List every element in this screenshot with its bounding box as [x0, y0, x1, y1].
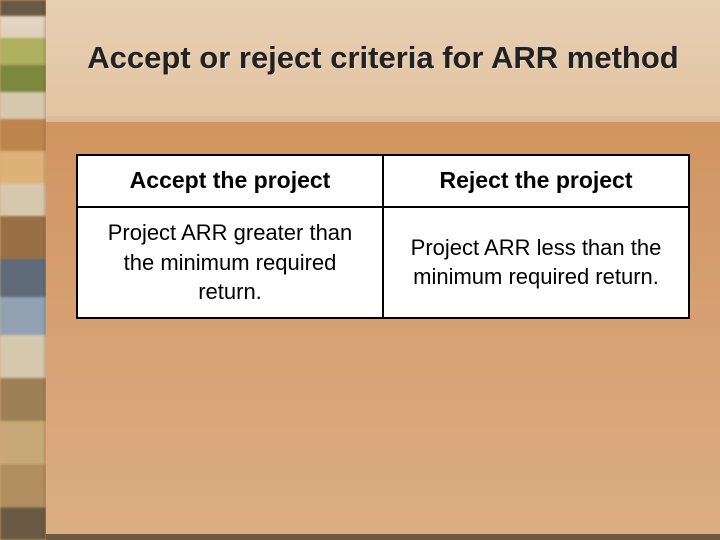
- cell-reject-criterion: Project ARR less than the minimum requir…: [383, 207, 689, 318]
- left-accent-sidebar: [0, 0, 46, 540]
- column-header-accept: Accept the project: [77, 155, 383, 207]
- table-row: Project ARR greater than the minimum req…: [77, 207, 689, 318]
- table-header-row: Accept the project Reject the project: [77, 155, 689, 207]
- cell-accept-criterion: Project ARR greater than the minimum req…: [77, 207, 383, 318]
- criteria-table-wrap: Accept the project Reject the project Pr…: [76, 154, 690, 319]
- slide-title: Accept or reject criteria for ARR method: [87, 39, 678, 78]
- content-region: Accept the project Reject the project Pr…: [46, 118, 720, 534]
- title-region: Accept or reject criteria for ARR method: [46, 0, 720, 118]
- footer-strip: [46, 534, 720, 540]
- column-header-reject: Reject the project: [383, 155, 689, 207]
- criteria-table: Accept the project Reject the project Pr…: [76, 154, 690, 319]
- slide-main: Accept or reject criteria for ARR method…: [46, 0, 720, 540]
